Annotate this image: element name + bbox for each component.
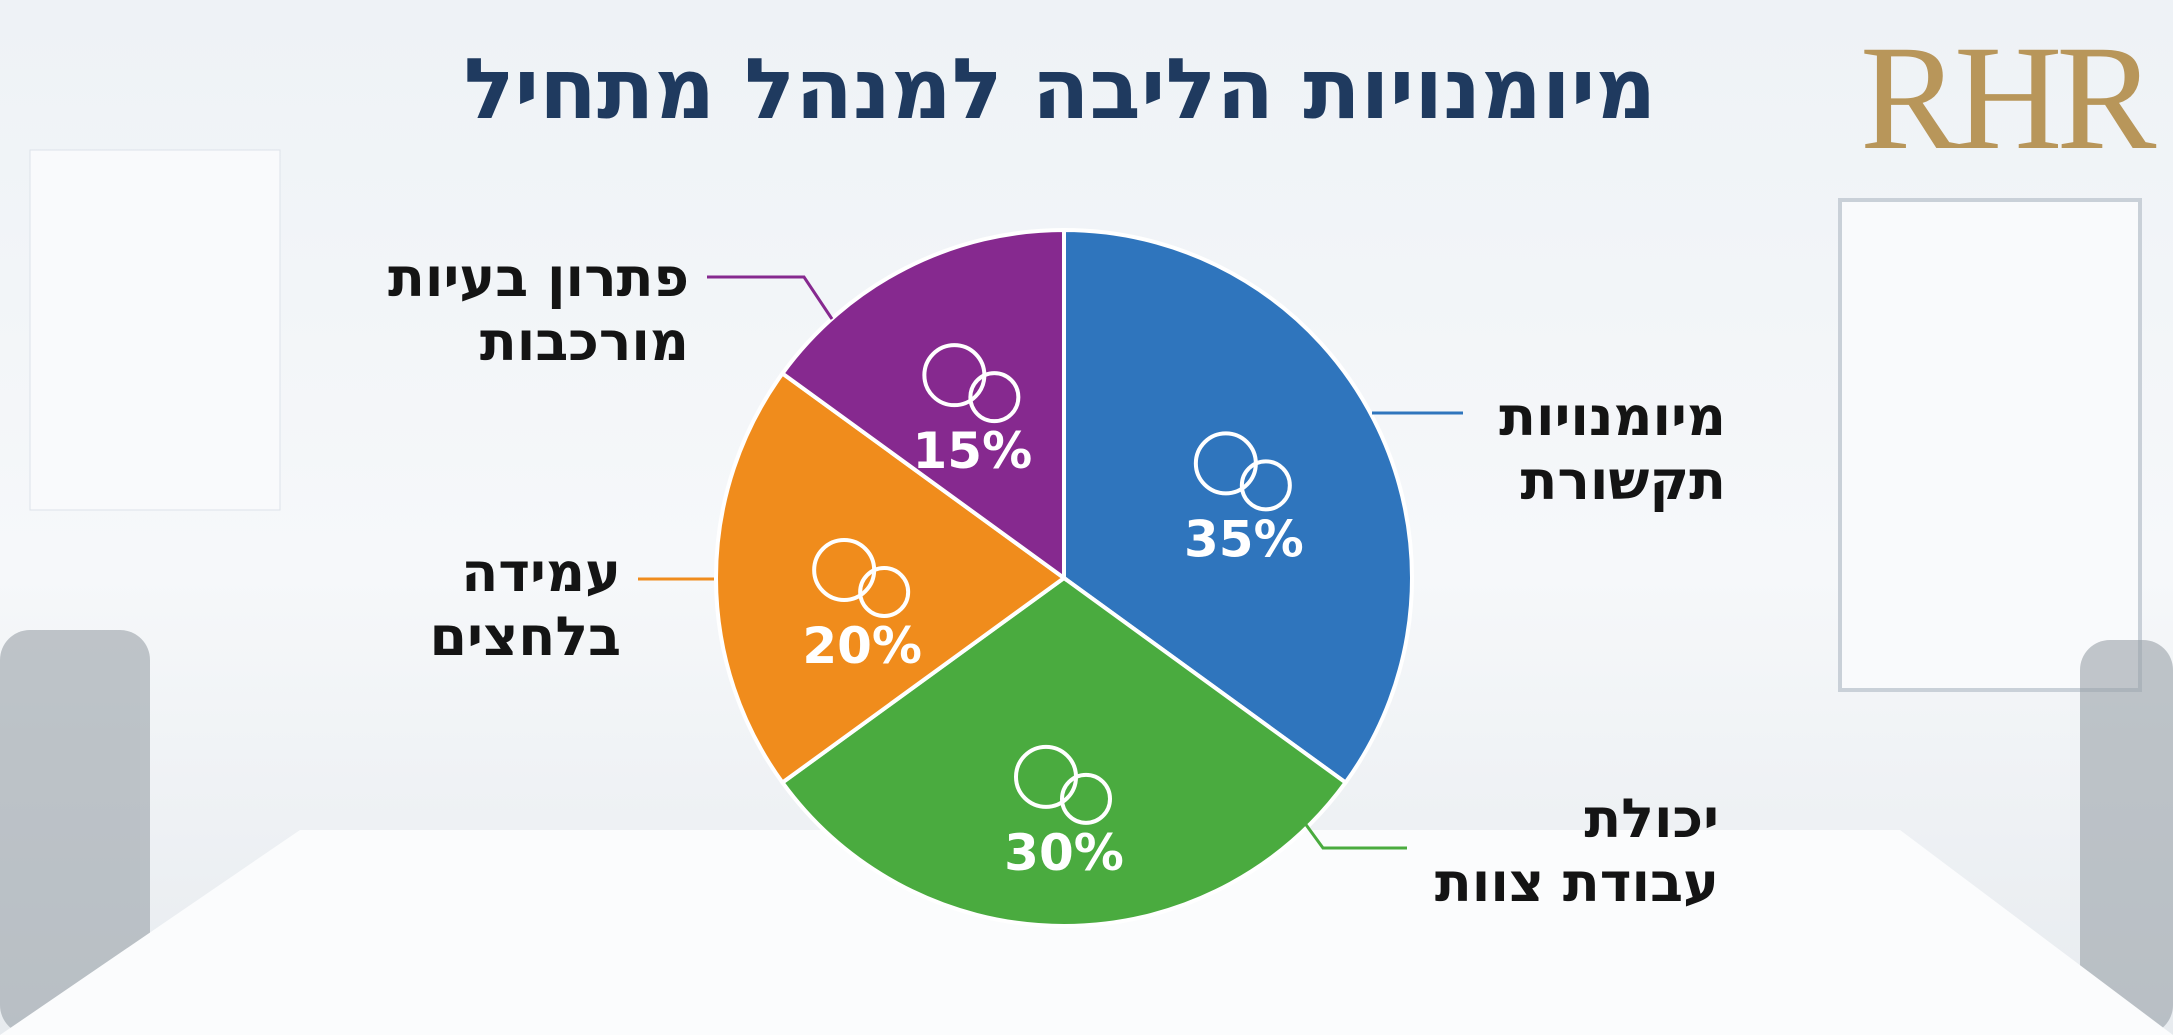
icon-part xyxy=(1239,459,1292,512)
whiteboard xyxy=(29,149,281,511)
chart-title: מיומנויות הליבה למנהל מתחיל xyxy=(463,40,1657,138)
value-label: 15% xyxy=(913,422,1033,480)
leader-line xyxy=(707,275,834,320)
slice-icon xyxy=(1014,744,1112,825)
pie-slice xyxy=(1062,227,1414,786)
slice-icon xyxy=(922,343,1021,424)
chair xyxy=(2080,640,2173,1035)
icon-part xyxy=(968,371,1021,424)
category-label: מיומנויות תקשורת xyxy=(1499,385,1726,512)
whiteboard xyxy=(1838,198,2142,692)
table xyxy=(0,830,2173,1035)
category-label: יכולת עבודת צוות xyxy=(1434,787,1719,914)
value-label: 35% xyxy=(1184,510,1304,568)
logo: RHR xyxy=(1860,15,2156,181)
icon-part xyxy=(1060,772,1112,825)
icon-part xyxy=(858,566,911,618)
category-label: פתרון בעיות מורכבות xyxy=(387,246,689,373)
leader-line xyxy=(1294,810,1407,850)
slice-icon xyxy=(1193,431,1292,512)
pie-slice xyxy=(714,370,1068,786)
value-label: 30% xyxy=(1004,824,1124,882)
chair xyxy=(0,630,150,1035)
value-label: 20% xyxy=(802,617,922,675)
slice-icon xyxy=(812,538,911,618)
pie-slice xyxy=(779,227,1066,582)
category-label: עמידה בלחצים xyxy=(429,541,621,668)
